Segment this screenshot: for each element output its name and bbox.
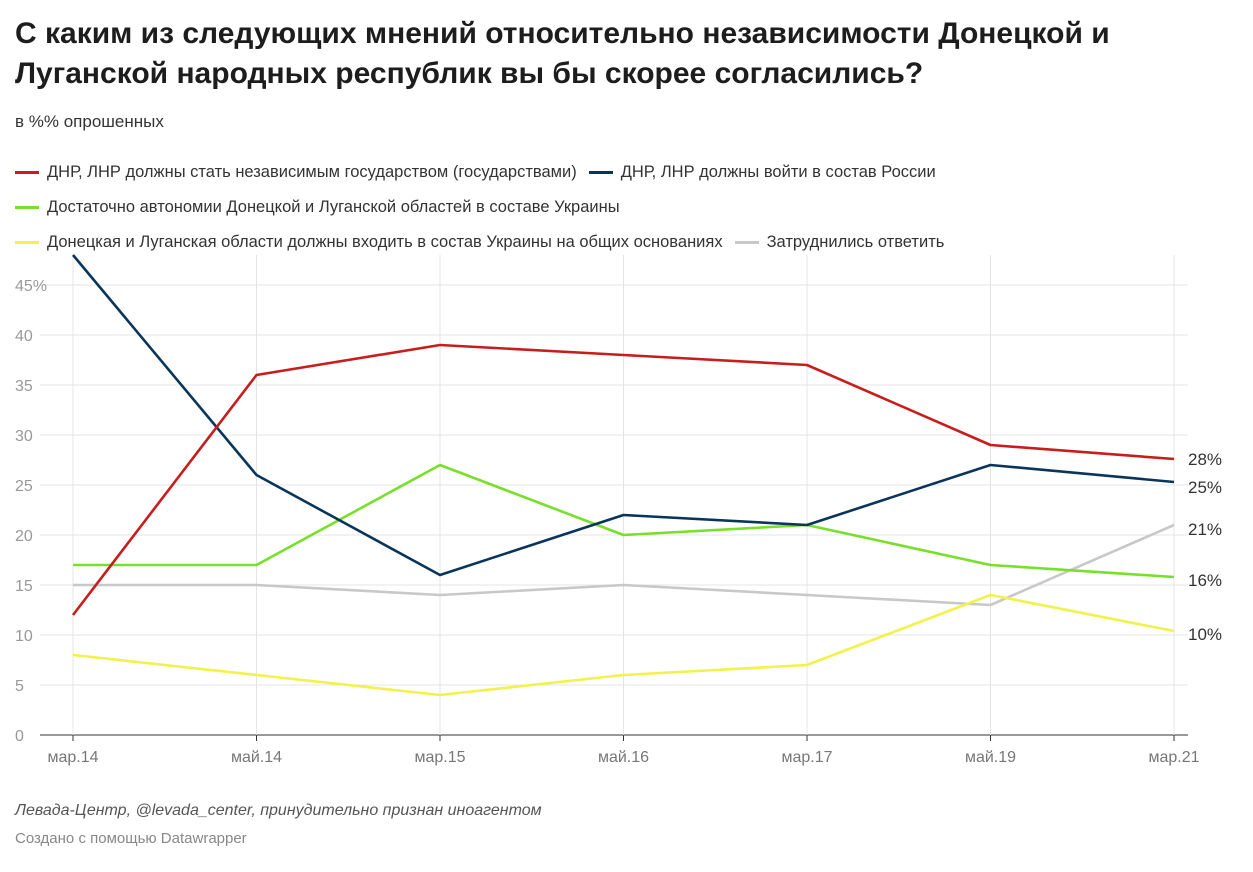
- legend: ДНР, ЛНР должны стать независимым госуда…: [15, 155, 1245, 260]
- legend-label: Затруднились ответить: [766, 233, 945, 251]
- legend-swatch: [15, 241, 39, 244]
- x-tick-label: май.16: [598, 749, 649, 766]
- legend-label: ДНР, ЛНР должны войти в состав России: [620, 163, 936, 181]
- y-tick-label: 35: [15, 378, 33, 395]
- end-value-label: 28%: [1188, 450, 1222, 469]
- chart-subtitle: в %% опрошенных: [15, 112, 164, 131]
- y-tick-label: 25: [15, 478, 33, 495]
- series-line: [71, 343, 1175, 616]
- x-tick-label: мар.15: [414, 749, 465, 766]
- legend-item: ДНР, ЛНР должны войти в состав России: [588, 163, 936, 182]
- legend-label: ДНР, ЛНР должны стать независимым госуда…: [47, 163, 577, 181]
- end-value-label: 21%: [1188, 520, 1222, 539]
- y-tick-label: 0: [15, 728, 24, 745]
- legend-label: Донецкая и Луганская области должны вход…: [47, 233, 723, 251]
- y-tick-label: 15: [15, 578, 33, 595]
- y-tick-label: 30: [15, 428, 33, 445]
- x-tick-label: мар.14: [47, 749, 98, 766]
- legend-item: ДНР, ЛНР должны стать независимым госуда…: [15, 163, 577, 182]
- legend-swatch: [15, 171, 39, 174]
- y-tick-label: 10: [15, 628, 33, 645]
- x-tick-label: мар.21: [1148, 749, 1199, 766]
- legend-swatch: [15, 206, 39, 209]
- legend-item: Затруднились ответить: [734, 233, 945, 252]
- series-line: [73, 523, 1175, 607]
- credit-note: Создано с помощью Datawrapper: [15, 830, 247, 847]
- y-tick-label: 5: [15, 678, 24, 695]
- series-line: [72, 593, 1175, 697]
- legend-item: Донецкая и Луганская области должны вход…: [15, 233, 723, 252]
- legend-swatch: [588, 171, 613, 174]
- series-line: [72, 254, 1175, 577]
- end-value-label: 16%: [1188, 571, 1222, 590]
- chart-title: С каким из следующих мнений относительно…: [15, 17, 1110, 90]
- legend-label: Достаточно автономии Донецкой и Луганско…: [47, 198, 620, 216]
- x-tick-label: май.14: [231, 749, 282, 766]
- end-value-label: 10%: [1188, 625, 1222, 644]
- legend-swatch: [734, 241, 759, 244]
- y-tick-label: 45%: [15, 278, 47, 295]
- x-tick-label: май.19: [965, 749, 1016, 766]
- y-tick-label: 40: [15, 328, 33, 345]
- series-line: [73, 463, 1175, 579]
- end-value-label: 25%: [1188, 478, 1222, 497]
- source-note: Левада-Центр, @levada_center, принудител…: [15, 802, 542, 819]
- legend-item: Достаточно автономии Донецкой и Луганско…: [15, 198, 620, 217]
- x-tick-label: мар.17: [781, 749, 832, 766]
- y-tick-label: 20: [15, 528, 33, 545]
